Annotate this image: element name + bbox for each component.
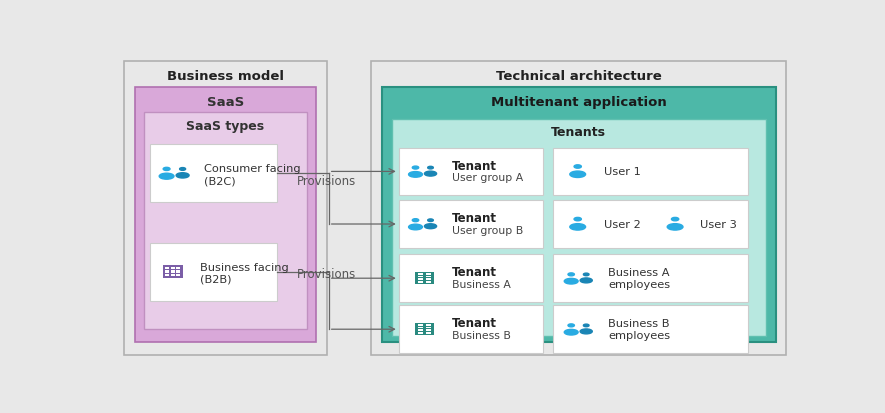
Ellipse shape bbox=[565, 279, 578, 284]
Bar bbox=[398, 148, 543, 196]
Bar bbox=[150, 244, 277, 301]
Ellipse shape bbox=[570, 172, 586, 178]
Text: Business A: Business A bbox=[608, 268, 669, 278]
Ellipse shape bbox=[568, 324, 574, 327]
Text: SaaS: SaaS bbox=[207, 95, 244, 109]
Ellipse shape bbox=[583, 324, 589, 327]
Text: Business B: Business B bbox=[452, 330, 511, 340]
Ellipse shape bbox=[667, 224, 683, 230]
Bar bbox=[415, 272, 434, 285]
Text: User group B: User group B bbox=[452, 225, 523, 235]
Ellipse shape bbox=[425, 172, 436, 177]
Bar bbox=[426, 332, 431, 334]
Text: Tenant: Tenant bbox=[452, 316, 497, 330]
Ellipse shape bbox=[427, 167, 434, 169]
Bar bbox=[381, 88, 776, 342]
Bar bbox=[392, 119, 766, 336]
Ellipse shape bbox=[163, 168, 170, 171]
Text: User 1: User 1 bbox=[604, 167, 642, 177]
Ellipse shape bbox=[425, 224, 436, 229]
Bar bbox=[418, 273, 423, 275]
Bar bbox=[372, 62, 786, 355]
Ellipse shape bbox=[409, 225, 422, 230]
Bar bbox=[418, 330, 423, 331]
Bar bbox=[124, 62, 327, 355]
Bar bbox=[398, 201, 543, 248]
Bar bbox=[426, 327, 431, 329]
Bar bbox=[553, 306, 749, 353]
Bar bbox=[426, 279, 431, 280]
Bar bbox=[553, 201, 749, 248]
Text: (B2B): (B2B) bbox=[200, 274, 231, 284]
Text: employees: employees bbox=[608, 279, 670, 289]
Text: Provisions: Provisions bbox=[297, 267, 357, 280]
Ellipse shape bbox=[574, 218, 581, 221]
Ellipse shape bbox=[409, 172, 422, 178]
Bar bbox=[418, 282, 423, 283]
Bar bbox=[418, 332, 423, 334]
Bar bbox=[426, 282, 431, 283]
Text: Multitenant application: Multitenant application bbox=[491, 95, 666, 109]
Bar bbox=[171, 267, 174, 269]
Ellipse shape bbox=[412, 219, 419, 222]
Text: Technical architecture: Technical architecture bbox=[496, 70, 662, 83]
Text: (B2C): (B2C) bbox=[204, 176, 235, 185]
Ellipse shape bbox=[581, 278, 592, 283]
Text: Tenants: Tenants bbox=[551, 126, 606, 139]
Text: Tenant: Tenant bbox=[452, 266, 497, 279]
Bar bbox=[165, 267, 169, 269]
Text: Tenant: Tenant bbox=[452, 211, 497, 225]
Bar bbox=[553, 255, 749, 302]
Bar bbox=[163, 266, 183, 279]
Text: Business facing: Business facing bbox=[200, 262, 289, 272]
Ellipse shape bbox=[412, 167, 419, 170]
Ellipse shape bbox=[574, 165, 581, 169]
Bar bbox=[418, 276, 423, 278]
Ellipse shape bbox=[581, 329, 592, 334]
Text: Business model: Business model bbox=[167, 70, 284, 83]
Text: Tenant: Tenant bbox=[452, 159, 497, 172]
Ellipse shape bbox=[672, 218, 679, 221]
Ellipse shape bbox=[159, 174, 174, 180]
Text: Business A: Business A bbox=[452, 279, 511, 289]
Bar bbox=[135, 88, 317, 342]
Text: employees: employees bbox=[608, 330, 670, 340]
Bar bbox=[418, 327, 423, 329]
Bar bbox=[165, 274, 169, 277]
Bar bbox=[415, 323, 434, 336]
Bar bbox=[171, 271, 174, 273]
Bar bbox=[150, 145, 277, 202]
Bar bbox=[426, 330, 431, 331]
Text: User 3: User 3 bbox=[701, 219, 737, 230]
Bar bbox=[165, 271, 169, 273]
Bar bbox=[398, 306, 543, 353]
Text: Provisions: Provisions bbox=[297, 175, 357, 188]
Ellipse shape bbox=[583, 273, 589, 276]
Text: User group A: User group A bbox=[452, 173, 523, 183]
Ellipse shape bbox=[180, 168, 186, 171]
Bar bbox=[176, 267, 181, 269]
Text: Consumer facing: Consumer facing bbox=[204, 164, 301, 173]
Ellipse shape bbox=[565, 330, 578, 335]
Bar bbox=[176, 271, 181, 273]
Ellipse shape bbox=[568, 273, 574, 276]
Ellipse shape bbox=[176, 173, 189, 178]
Ellipse shape bbox=[570, 224, 586, 230]
Text: SaaS types: SaaS types bbox=[186, 119, 265, 133]
Bar bbox=[426, 324, 431, 326]
Bar bbox=[418, 279, 423, 280]
Bar bbox=[426, 273, 431, 275]
Text: Business B: Business B bbox=[608, 319, 669, 329]
Bar bbox=[418, 324, 423, 326]
Bar bbox=[176, 274, 181, 277]
Bar bbox=[171, 274, 174, 277]
Bar bbox=[553, 148, 749, 196]
Bar bbox=[426, 276, 431, 278]
Bar bbox=[398, 255, 543, 302]
Text: User 2: User 2 bbox=[604, 219, 642, 230]
Ellipse shape bbox=[427, 219, 434, 222]
Bar bbox=[143, 113, 307, 330]
